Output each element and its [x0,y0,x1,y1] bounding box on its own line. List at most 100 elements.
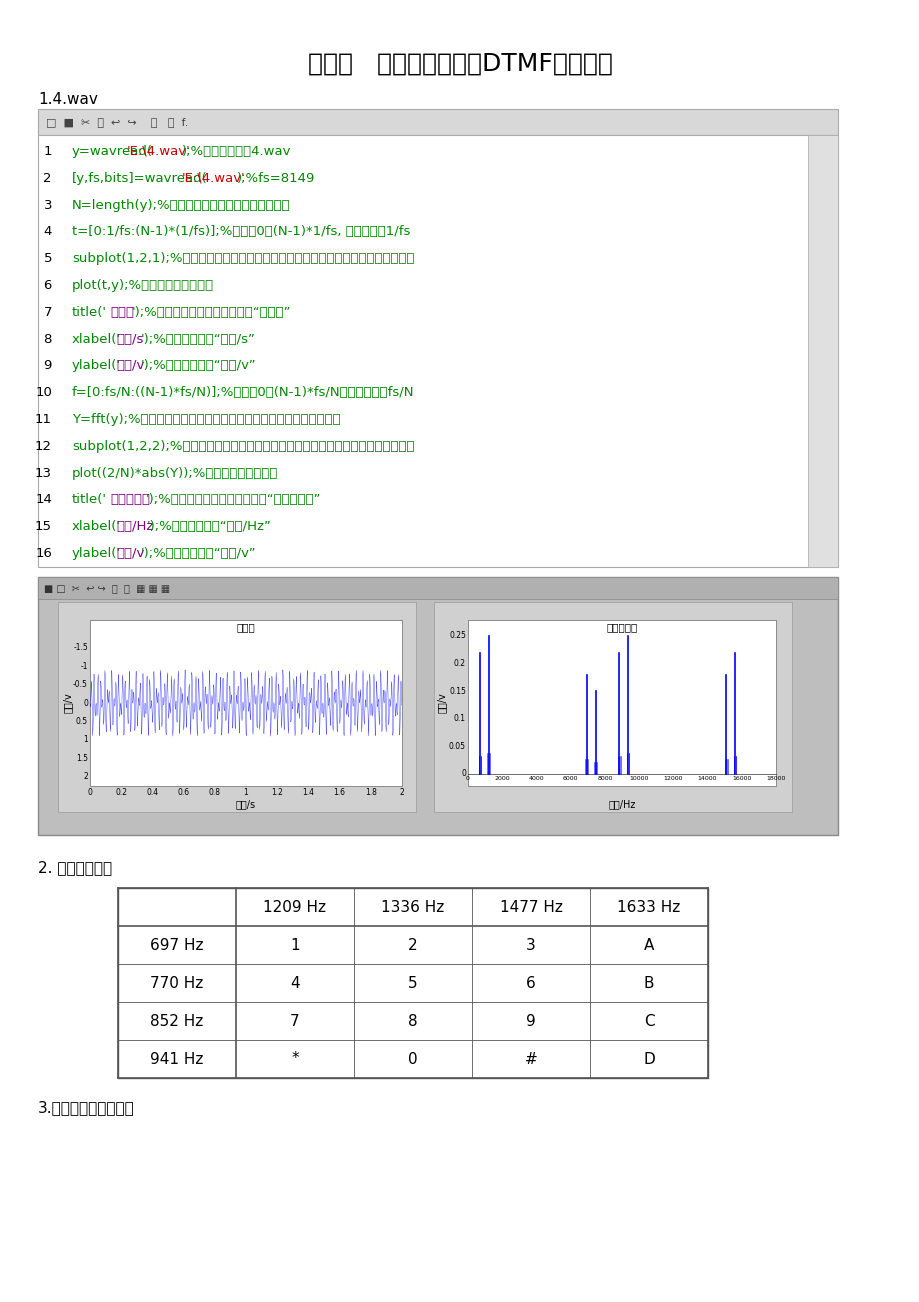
Text: B: B [643,975,653,991]
Text: t=[0:1/fs:(N-1)*(1/fs)];%时间取0到(N-1)*1/fs, 时间间隔为1/fs: t=[0:1/fs:(N-1)*(1/fs)];%时间取0到(N-1)*1/fs… [72,225,410,238]
FancyBboxPatch shape [434,602,791,812]
Text: 5: 5 [43,253,52,266]
Text: 0.5: 0.5 [75,717,88,727]
Text: y=wavread(: y=wavread( [72,145,153,158]
Text: 时间/s: 时间/s [235,799,255,809]
Text: 2. 双音多频键盘: 2. 双音多频键盘 [38,861,112,875]
Text: title(': title(' [72,493,107,506]
Text: 2: 2 [408,937,417,953]
Text: 8: 8 [43,332,52,345]
Text: xlabel(': xlabel(' [72,521,121,534]
Text: 1: 1 [83,736,88,745]
Text: 12000: 12000 [663,776,682,781]
Text: 按键音频谱: 按键音频谱 [110,493,151,506]
Text: 941 Hz: 941 Hz [150,1052,203,1066]
Text: ');%命名横坐标为“频率/Hz”: ');%命名横坐标为“频率/Hz” [146,521,271,534]
Text: 题目一   双音多频信号（DTMF）的检测: 题目一 双音多频信号（DTMF）的检测 [307,52,612,76]
FancyBboxPatch shape [807,135,837,566]
Text: 1209 Hz: 1209 Hz [263,900,326,914]
Text: 13: 13 [35,466,52,479]
Text: 0: 0 [87,788,92,797]
Text: 3: 3 [526,937,535,953]
Text: 1: 1 [244,788,248,797]
Text: 1.6: 1.6 [334,788,346,797]
Text: 1.8: 1.8 [365,788,376,797]
Text: 幅值/v: 幅值/v [62,693,73,713]
Text: ylabel(': ylabel(' [72,359,121,372]
Text: 852 Hz: 852 Hz [150,1013,203,1029]
Text: 16000: 16000 [732,776,751,781]
Text: 8: 8 [408,1013,417,1029]
Text: 0.6: 0.6 [177,788,189,797]
Text: 0: 0 [466,776,470,781]
Text: 1.4.wav: 1.4.wav [38,92,97,107]
Text: 3: 3 [43,199,52,212]
Text: 1: 1 [43,145,52,158]
Text: 10: 10 [35,387,52,400]
Text: xlabel(': xlabel(' [72,332,121,345]
Text: 0.15: 0.15 [448,686,466,695]
Text: 5: 5 [408,975,417,991]
Text: 0: 0 [83,698,88,707]
Text: 6: 6 [526,975,535,991]
Text: 4: 4 [289,975,300,991]
Text: ');%命名按键音的频域波形图为“按键音频谱”: ');%命名按键音的频域波形图为“按键音频谱” [145,493,321,506]
FancyBboxPatch shape [90,620,402,786]
Text: ');%命名纵坐标为“幅值/v”: ');%命名纵坐标为“幅值/v” [141,547,256,560]
Text: 770 Hz: 770 Hz [150,975,203,991]
FancyBboxPatch shape [118,888,708,1078]
Text: subplot(1,2,2);%在一行两列的图中，将按键音频域波形绘制在第一行第二列的位置: subplot(1,2,2);%在一行两列的图中，将按键音频域波形绘制在第一行第… [72,440,414,453]
Text: 8000: 8000 [596,776,612,781]
Text: subplot(1,2,1);%在一行两列的图中，将按键音时域波形绘制在第一行第一列的位置: subplot(1,2,1);%在一行两列的图中，将按键音时域波形绘制在第一行第… [72,253,414,266]
Text: 幅值/v: 幅值/v [116,359,144,372]
Text: 0.05: 0.05 [448,742,466,751]
Text: ');%命名横坐标为“时间/s”: ');%命名横坐标为“时间/s” [141,332,255,345]
Text: f=[0:fs/N:((N-1)*fs/N)];%频率取0到(N-1)*fs/N，频率间隔为fs/N: f=[0:fs/N:((N-1)*fs/N)];%频率取0到(N-1)*fs/N… [72,387,414,400]
Text: 3.分割出第一个按键音: 3.分割出第一个按键音 [38,1100,134,1115]
Text: 频率/Hz: 频率/Hz [116,521,153,534]
Text: 18000: 18000 [766,776,785,781]
Text: 4: 4 [43,225,52,238]
Text: 幅值/v: 幅值/v [437,693,447,713]
Text: D: D [642,1052,654,1066]
Text: 幅值/v: 幅值/v [116,547,144,560]
Text: 16: 16 [35,547,52,560]
Text: 0: 0 [460,769,466,779]
Text: 7: 7 [289,1013,300,1029]
Text: 0.1: 0.1 [453,715,466,724]
Text: ylabel(': ylabel(' [72,547,121,560]
Text: 0.25: 0.25 [448,631,466,641]
Text: ■ □  ✂  ↩ ↪  ⎈  ⫰  ▦ ▦ ▦: ■ □ ✂ ↩ ↪ ⎈ ⫰ ▦ ▦ ▦ [44,583,170,592]
Text: 时间/s: 时间/s [116,332,143,345]
FancyBboxPatch shape [38,577,837,835]
Text: 10000: 10000 [629,776,648,781]
FancyBboxPatch shape [468,620,775,786]
Text: N=length(y);%采样点长度与按键音文件长度一致: N=length(y);%采样点长度与按键音文件长度一致 [72,199,290,212]
Text: title(': title(' [72,306,107,319]
Text: ');%命名按键音的时域波形图为“按键音”: ');%命名按键音的时域波形图为“按键音” [131,306,290,319]
Text: 0.2: 0.2 [453,659,466,668]
Text: -1.5: -1.5 [74,643,88,652]
Text: 0.8: 0.8 [209,788,221,797]
Text: plot(t,y);%绘制按键音时域波形: plot(t,y);%绘制按键音时域波形 [72,279,214,292]
Text: 14: 14 [35,493,52,506]
Text: 0.2: 0.2 [115,788,127,797]
FancyBboxPatch shape [38,109,837,135]
Text: 2: 2 [83,772,88,781]
Text: 'E:\4.wav': 'E:\4.wav' [127,145,190,158]
Text: -1: -1 [81,661,88,671]
Text: -0.5: -0.5 [73,680,88,689]
Text: [y,fs,bits]=wavread(: [y,fs,bits]=wavread( [72,172,208,185]
FancyBboxPatch shape [38,135,837,566]
Text: 1.4: 1.4 [302,788,314,797]
Text: );%fs=8149: );%fs=8149 [237,172,315,185]
Text: 12: 12 [35,440,52,453]
Text: 2: 2 [43,172,52,185]
Text: 1477 Hz: 1477 Hz [499,900,562,914]
FancyBboxPatch shape [38,577,837,599]
Text: 1336 Hz: 1336 Hz [381,900,444,914]
Text: 697 Hz: 697 Hz [150,937,203,953]
Text: 14000: 14000 [697,776,717,781]
Text: 6000: 6000 [562,776,578,781]
Text: 11: 11 [35,413,52,426]
